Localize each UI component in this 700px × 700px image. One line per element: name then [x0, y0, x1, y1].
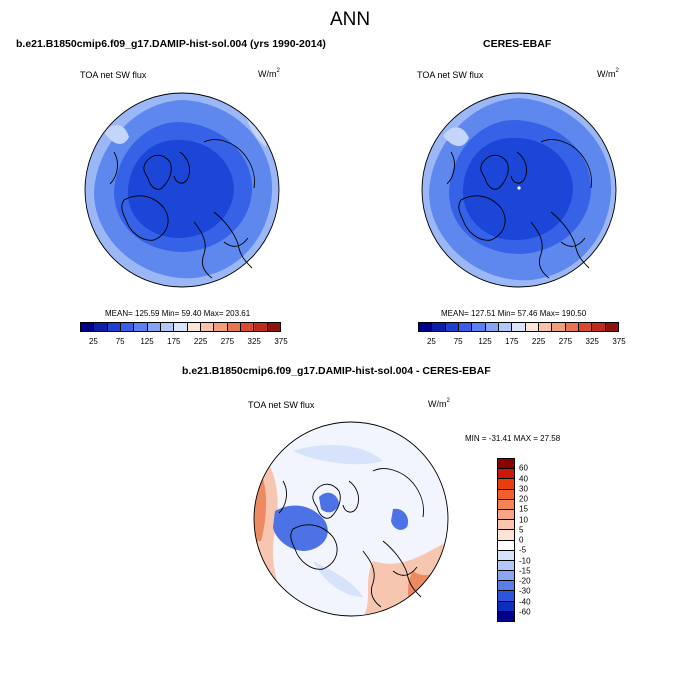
colorbar-swatch [498, 611, 514, 621]
colorbar-swatch [498, 530, 514, 541]
colorbar-tick-label: 0 [519, 535, 524, 545]
colorbar-tick-label: 60 [519, 463, 528, 473]
colorbar-swatch [498, 550, 514, 561]
diff-stats: MIN = -31.41 MAX = 27.58 [465, 434, 561, 443]
colorbar-tick-label: 10 [519, 515, 528, 524]
diff-case-title: b.e21.B1850cmip6.f09_g17.DAMIP-hist-sol.… [182, 365, 491, 377]
colorbar-swatch [445, 323, 459, 331]
colorbar-swatch [81, 323, 95, 331]
colorbar-swatch [458, 323, 473, 331]
panel1-colorbar [80, 322, 281, 332]
colorbar-tick-label: 175 [167, 337, 181, 346]
colorbar-swatch [498, 591, 514, 602]
colorbar-tick-label: 225 [193, 337, 208, 346]
colorbar-swatch [147, 323, 161, 331]
colorbar-swatch [267, 323, 280, 331]
colorbar-swatch [254, 323, 268, 331]
colorbar-swatch [552, 323, 566, 331]
colorbar-swatch [134, 323, 148, 331]
colorbar-swatch [498, 560, 514, 572]
panel1-case-title: b.e21.B1850cmip6.f09_g17.DAMIP-hist-sol.… [16, 38, 326, 50]
diff-polar-map [253, 421, 449, 617]
colorbar-tick-label: -40 [519, 597, 531, 606]
panel1-variable-label: TOA net SW flux [80, 70, 147, 80]
colorbar-tick-label: 325 [585, 337, 599, 346]
colorbar-swatch [174, 323, 188, 331]
colorbar-tick-label: -60 [519, 607, 531, 617]
colorbar-tick-label: 225 [531, 337, 546, 346]
colorbar-swatch [498, 520, 514, 531]
panel2-variable-label: TOA net SW flux [417, 70, 484, 80]
colorbar-tick-label: 325 [247, 337, 261, 346]
colorbar-swatch [107, 323, 121, 331]
colorbar-swatch [227, 323, 241, 331]
panel2-polar-map [421, 92, 617, 288]
colorbar-swatch [419, 323, 433, 331]
colorbar-swatch [525, 323, 539, 331]
colorbar-tick-label: 125 [478, 337, 492, 346]
colorbar-swatch [120, 323, 135, 331]
colorbar-swatch [498, 459, 514, 470]
colorbar-swatch [512, 323, 526, 331]
colorbar-swatch [94, 323, 108, 331]
colorbar-swatch [605, 323, 618, 331]
panel2-case-title: CERES-EBAF [483, 38, 552, 50]
colorbar-swatch [187, 323, 201, 331]
panel2-units-label: W/m2 [597, 68, 619, 79]
colorbar-tick-label: 30 [519, 484, 528, 494]
colorbar-tick-label: -30 [519, 586, 531, 596]
colorbar-swatch [472, 323, 486, 331]
colorbar-swatch [485, 323, 499, 331]
colorbar-swatch [498, 540, 514, 551]
diff-units-label: W/m2 [428, 398, 450, 409]
colorbar-swatch [498, 323, 513, 331]
colorbar-tick-label: 20 [519, 494, 528, 504]
colorbar-tick-label: 5 [519, 525, 524, 535]
colorbar-tick-label: 275 [558, 337, 573, 346]
colorbar-swatch [160, 323, 175, 331]
panel2-colorbar [418, 322, 619, 332]
colorbar-tick-label: 75 [453, 337, 463, 346]
colorbar-swatch [498, 581, 514, 592]
page-title: ANN [329, 9, 371, 30]
colorbar-swatch [240, 323, 255, 331]
colorbar-swatch [432, 323, 446, 331]
colorbar-tick-label: -5 [519, 545, 527, 555]
colorbar-swatch [498, 479, 514, 490]
colorbar-tick-label: 15 [519, 504, 528, 514]
colorbar-tick-label: 25 [426, 337, 436, 346]
panel1-polar-map [84, 92, 280, 288]
colorbar-tick-label: 25 [88, 337, 98, 346]
colorbar-tick-label: -20 [519, 576, 531, 586]
colorbar-swatch [214, 323, 228, 331]
colorbar-tick-label: 40 [519, 474, 528, 483]
colorbar-tick-label: -15 [519, 566, 531, 576]
colorbar-tick-label: -10 [519, 556, 531, 565]
colorbar-swatch [578, 323, 593, 331]
colorbar-tick-label: 375 [612, 337, 626, 346]
colorbar-tick-label: 275 [220, 337, 235, 346]
colorbar-swatch [538, 323, 553, 331]
diff-variable-label: TOA net SW flux [248, 400, 315, 410]
colorbar-tick-label: 75 [115, 337, 125, 346]
colorbar-swatch [498, 509, 514, 521]
colorbar-swatch [498, 499, 514, 510]
colorbar-swatch [498, 571, 514, 582]
colorbar-swatch [498, 469, 514, 480]
panel1-coastlines [109, 139, 255, 279]
panel2-stats: MEAN= 127.51 Min= 57.46 Max= 190.50 [441, 309, 587, 318]
diff-colorbar [497, 458, 515, 622]
colorbar-swatch [498, 489, 514, 500]
colorbar-tick-label: 125 [140, 337, 154, 346]
colorbar-swatch [498, 601, 514, 612]
colorbar-swatch [592, 323, 606, 331]
panel1-stats: MEAN= 125.59 Min= 59.40 Max= 203.61 [105, 309, 251, 318]
colorbar-swatch [200, 323, 215, 331]
colorbar-swatch [565, 323, 579, 331]
colorbar-tick-label: 175 [505, 337, 519, 346]
colorbar-tick-label: 375 [274, 337, 288, 346]
panel1-units-label: W/m2 [258, 68, 280, 79]
